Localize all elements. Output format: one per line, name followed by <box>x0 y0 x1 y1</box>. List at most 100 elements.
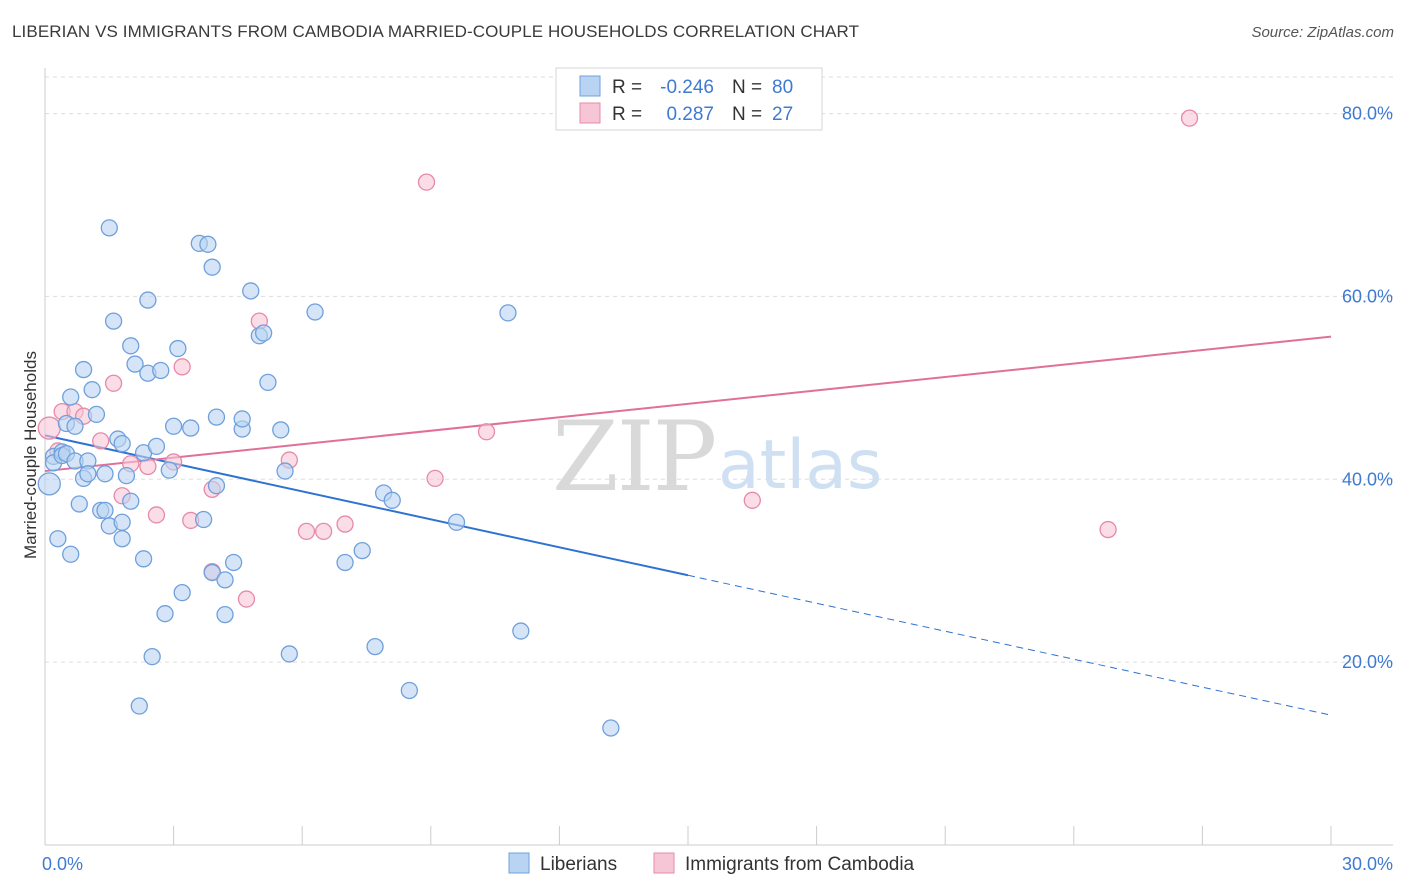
liberian-point <box>194 510 213 529</box>
liberian-point <box>306 303 324 321</box>
cambodia-point <box>336 515 354 533</box>
liberian-point <box>96 501 114 520</box>
liberian-point <box>169 339 187 358</box>
y-tick-label: 40.0% <box>1342 469 1393 489</box>
cambodia-trend-line <box>44 335 1332 473</box>
y-axis-title: Married-couple Households <box>21 351 40 559</box>
legend-r-label-1: R = <box>612 77 642 98</box>
liberian-point <box>126 355 144 373</box>
cambodia-point <box>92 432 110 450</box>
liberian-point <box>74 360 93 379</box>
liberian-point <box>143 648 161 666</box>
cambodia-point <box>426 469 444 488</box>
liberian-point <box>130 697 148 715</box>
liberian-point <box>259 373 277 392</box>
y-tick-label: 20.0% <box>1342 652 1393 672</box>
legend-n-value-2: 27 <box>772 104 793 125</box>
series-legend-swatch-liberians <box>508 852 530 874</box>
cambodia-point <box>1180 109 1199 127</box>
liberian-point <box>62 388 80 406</box>
y-tick-label: 60.0% <box>1342 286 1393 306</box>
liberian-point <box>216 605 234 624</box>
liberian-point <box>104 312 123 330</box>
liberian-point <box>96 465 114 483</box>
liberian-point <box>83 381 101 399</box>
liberian-point <box>160 461 178 479</box>
legend-n-label-1: N = <box>732 77 762 98</box>
legend-swatch-liberians <box>579 75 601 97</box>
cambodia-point <box>173 358 191 376</box>
liberian-point <box>139 291 157 309</box>
liberian-trend-line <box>44 434 689 577</box>
liberian-trend-extension <box>687 574 1332 716</box>
series-legend-swatch-cambodia <box>653 852 675 874</box>
series-legend-label-liberians: Liberians <box>540 854 617 875</box>
liberian-point <box>216 571 234 589</box>
watermark-zip: ZIP <box>552 401 715 513</box>
series-legend-label-cambodia: Immigrants from Cambodia <box>685 854 915 875</box>
cambodia-point <box>147 506 166 524</box>
liberian-point <box>113 513 131 531</box>
liberian-point <box>66 417 84 435</box>
liberian-point <box>113 530 131 548</box>
y-tick-label: 80.0% <box>1342 104 1393 124</box>
liberian-point <box>447 513 466 531</box>
liberian-point <box>254 324 273 342</box>
liberian-point <box>353 541 371 560</box>
cambodia-point <box>237 590 256 608</box>
liberian-point <box>122 337 140 355</box>
liberian-point <box>499 304 517 322</box>
liberian-point <box>400 681 419 700</box>
liberian-point <box>173 584 191 602</box>
liberian-point <box>199 235 217 253</box>
liberian-point <box>512 622 530 640</box>
liberian-point <box>207 408 226 426</box>
data-points <box>37 109 1199 737</box>
liberian-point <box>272 421 290 439</box>
cambodia-point <box>104 374 123 392</box>
liberian-point <box>203 563 221 582</box>
liberian-point <box>79 465 97 483</box>
watermark: ZIP atlas <box>552 401 882 513</box>
x-tick-label-max: 30.0% <box>1342 854 1393 874</box>
x-tick-label-min: 0.0% <box>42 854 83 874</box>
liberian-point <box>152 361 170 380</box>
correlation-legend: R = -0.246 N = 80 R = 0.287 N = 27 <box>555 67 823 131</box>
liberian-point <box>224 553 243 572</box>
liberian-point <box>280 645 298 663</box>
liberian-point <box>147 437 166 456</box>
axes: 0.0% 30.0% <box>42 68 1393 874</box>
liberian-point <box>242 282 260 300</box>
source-label: Source: ZipAtlas.com <box>1251 24 1394 41</box>
liberian-point <box>182 419 200 437</box>
liberian-point <box>87 405 106 424</box>
cambodia-point <box>37 416 61 440</box>
liberian-point <box>336 553 354 572</box>
liberian-point <box>117 466 136 485</box>
liberian-point <box>207 477 226 495</box>
legend-n-value-1: 80 <box>772 77 793 98</box>
liberian-point <box>383 491 401 509</box>
liberian-point <box>276 462 294 480</box>
liberian-point <box>62 545 80 563</box>
liberian-point <box>164 417 183 435</box>
liberian-point <box>113 434 131 453</box>
legend-n-label-2: N = <box>732 104 762 125</box>
cambodia-point <box>743 491 761 509</box>
liberian-point <box>122 492 140 510</box>
liberian-point <box>366 637 384 656</box>
cambodia-point <box>477 423 496 441</box>
liberian-point <box>100 219 118 237</box>
cambodia-point <box>314 522 333 541</box>
legend-r-label-2: R = <box>612 104 642 125</box>
cambodia-point <box>417 173 436 191</box>
liberian-point <box>203 258 221 276</box>
liberian-point <box>233 410 251 428</box>
series-legend: Liberians Immigrants from Cambodia <box>508 852 915 875</box>
liberian-point <box>602 719 620 737</box>
liberian-point <box>37 472 61 496</box>
legend-swatch-cambodia <box>579 102 601 124</box>
legend-r-value-2: 0.287 <box>666 104 714 125</box>
liberian-point <box>134 550 153 568</box>
